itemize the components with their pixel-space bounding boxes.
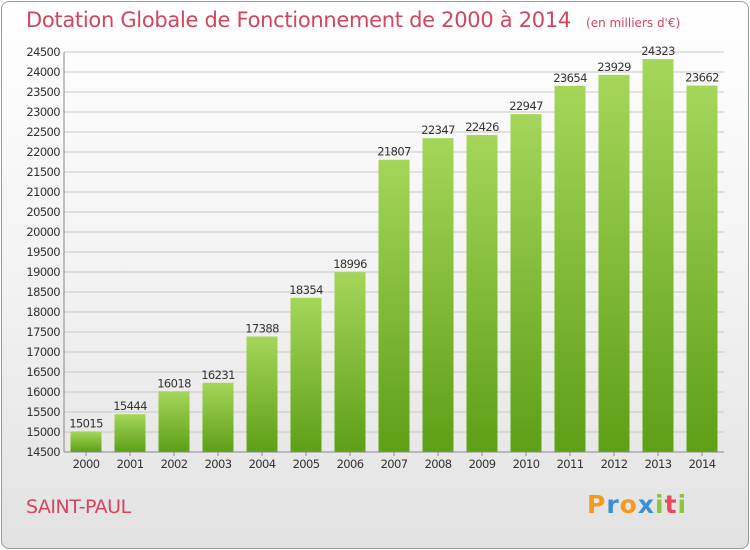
bar [378,159,410,452]
x-tick-label: 2006 [337,457,364,471]
x-tick-label: 2008 [425,457,452,471]
logo-letter: o [619,490,638,519]
bar [202,382,234,452]
chart-title: Dotation Globale de Fonctionnement de 20… [26,8,571,32]
y-tick-label: 16500 [26,365,60,379]
bar-layer [70,59,718,453]
data-label: 17388 [245,321,279,335]
axis-layer: 14500 15000 15500 16000 16500 17000 17500 18000… [26,45,724,471]
x-tick-label: 2007 [381,457,408,471]
data-label: 21807 [377,145,411,159]
y-tick-label: 22000 [26,145,60,159]
y-tick-label: 18500 [26,285,60,299]
data-label: 23654 [553,71,587,85]
y-tick-label: 20000 [26,225,60,239]
x-tick-label: 2002 [161,457,188,471]
bar [466,134,498,452]
data-label: 23662 [685,71,719,85]
x-tick-label: 2001 [117,457,144,471]
x-tick-label: 2010 [513,457,540,471]
bar [70,431,102,452]
x-tick-label: 2009 [469,457,496,471]
y-tick-label: 18000 [26,305,60,319]
data-label: 22947 [509,99,543,113]
logo-letter: i [677,490,688,519]
logo-letter: i [655,490,665,519]
x-tick-label: 2003 [205,457,232,471]
data-label: 16231 [201,368,235,382]
x-tick-label: 2005 [293,457,320,471]
chart-subtitle: (en milliers d'€) [586,16,681,30]
data-label: 23929 [597,60,631,74]
data-label: 24323 [641,44,675,58]
y-tick-label: 14500 [26,445,60,459]
data-label: 18354 [289,283,323,297]
logo-letter: x [637,490,655,519]
logo-letter: P [587,490,607,519]
bar [246,336,278,452]
y-tick-label: 22500 [26,125,60,139]
bar [598,74,630,452]
bar [290,297,322,452]
logo-letter: t [664,490,678,519]
y-tick-label: 15000 [26,425,60,439]
data-label: 15444 [113,399,147,413]
y-tick-label: 24500 [26,45,60,59]
y-tick-label: 21500 [26,165,60,179]
x-tick-label: 2014 [689,457,716,471]
bar [554,85,586,452]
logo-letter: r [606,490,620,519]
y-tick-label: 23500 [26,85,60,99]
bar [158,391,190,452]
proxiti-logo: Proxiti [587,490,687,519]
bar [686,85,718,453]
bar [642,59,674,452]
commune-name: SAINT-PAUL [26,496,131,518]
x-tick-label: 2011 [557,457,584,471]
x-tick-label: 2013 [645,457,672,471]
data-label: 16018 [157,376,191,390]
data-label: 22347 [421,123,455,137]
data-label: 18996 [333,257,367,271]
y-tick-label: 24000 [26,65,60,79]
chart-title-row: Dotation Globale de Fonctionnement de 20… [26,8,680,32]
y-tick-label: 19000 [26,265,60,279]
y-tick-label: 15500 [26,405,60,419]
y-tick-label: 23000 [26,105,60,119]
data-label: 15015 [69,416,103,430]
bar [422,138,454,452]
y-tick-label: 20500 [26,205,60,219]
bar [510,114,542,453]
y-tick-label: 17000 [26,345,60,359]
label-layer: 15015 15444 16018 16231 17388 18354 18996 21807… [69,44,719,430]
y-tick-label: 17500 [26,325,60,339]
bar [114,414,146,452]
x-tick-label: 2004 [249,457,276,471]
x-tick-label: 2000 [73,457,100,471]
y-tick-label: 21000 [26,185,60,199]
bar [334,272,366,452]
y-tick-label: 19500 [26,245,60,259]
x-tick-label: 2012 [601,457,628,471]
data-label: 22426 [465,120,499,134]
y-tick-label: 16000 [26,385,60,399]
